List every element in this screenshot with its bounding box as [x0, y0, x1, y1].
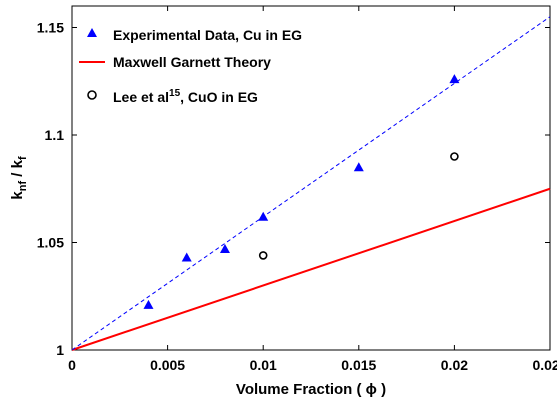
x-axis-ticks: 0 0.005 0.01 0.015 0.02 0.025 [68, 6, 557, 373]
experimental-point [258, 211, 269, 221]
legend-label-lee-rest: , CuO in EG [180, 89, 258, 105]
y-axis-title-sub2: f [17, 156, 29, 160]
svg-text:knf / kf: knf / kf [9, 156, 29, 200]
plot-area [71, 5, 551, 351]
legend-triangle-marker [87, 28, 97, 37]
legend-entry-lee: Lee et al15, CuO in EG [87, 88, 258, 105]
legend-entry-maxwell: Maxwell Garnett Theory [79, 54, 271, 70]
axes-frame [71, 5, 551, 351]
y-axis-title: knf / kf [9, 156, 29, 200]
y-axis-ticks: 1 1.05 1.1 1.15 [37, 20, 550, 358]
x-tick-label: 0.015 [341, 357, 376, 373]
plot-markers [143, 74, 460, 309]
x-tick-label: 0.025 [532, 357, 557, 373]
linear-fit-dashed-line [71, 16, 551, 351]
experimental-point [181, 252, 192, 262]
plot-lines [71, 16, 551, 351]
legend-label-lee-main: Lee et al [113, 89, 169, 105]
legend-label-experimental: Experimental Data, Cu in EG [113, 27, 302, 43]
x-tick-label: 0.01 [250, 357, 277, 373]
y-axis-title-sub1: nf [17, 181, 29, 192]
legend-entry-experimental: Experimental Data, Cu in EG [87, 27, 302, 43]
y-tick-label: 1 [56, 342, 64, 358]
legend-label-lee-sup: 15 [169, 88, 181, 99]
experimental-point [449, 74, 460, 84]
experimental-point [219, 243, 230, 253]
y-tick-label: 1.05 [37, 235, 64, 251]
y-axis-title-part1: k [9, 191, 26, 200]
y-tick-label: 1.15 [37, 20, 64, 36]
x-tick-label: 0 [68, 357, 76, 373]
legend-label-lee: Lee et al15, CuO in EG [113, 88, 258, 105]
legend-circle-marker [87, 90, 97, 100]
y-axis-title-part2: / k [9, 159, 26, 181]
maxwell-garnett-line [71, 187, 551, 351]
y-tick-label: 1.1 [45, 127, 65, 143]
legend: Experimental Data, Cu in EG Maxwell Garn… [79, 27, 302, 105]
experimental-point [143, 299, 154, 309]
x-axis-title: Volume Fraction ( ϕ ) [236, 381, 386, 398]
x-tick-label: 0.02 [441, 357, 468, 373]
x-tick-label: 0.005 [150, 357, 185, 373]
legend-label-maxwell: Maxwell Garnett Theory [113, 54, 271, 70]
experimental-point [353, 162, 364, 172]
lee-point [450, 152, 459, 161]
lee-point [258, 251, 268, 260]
